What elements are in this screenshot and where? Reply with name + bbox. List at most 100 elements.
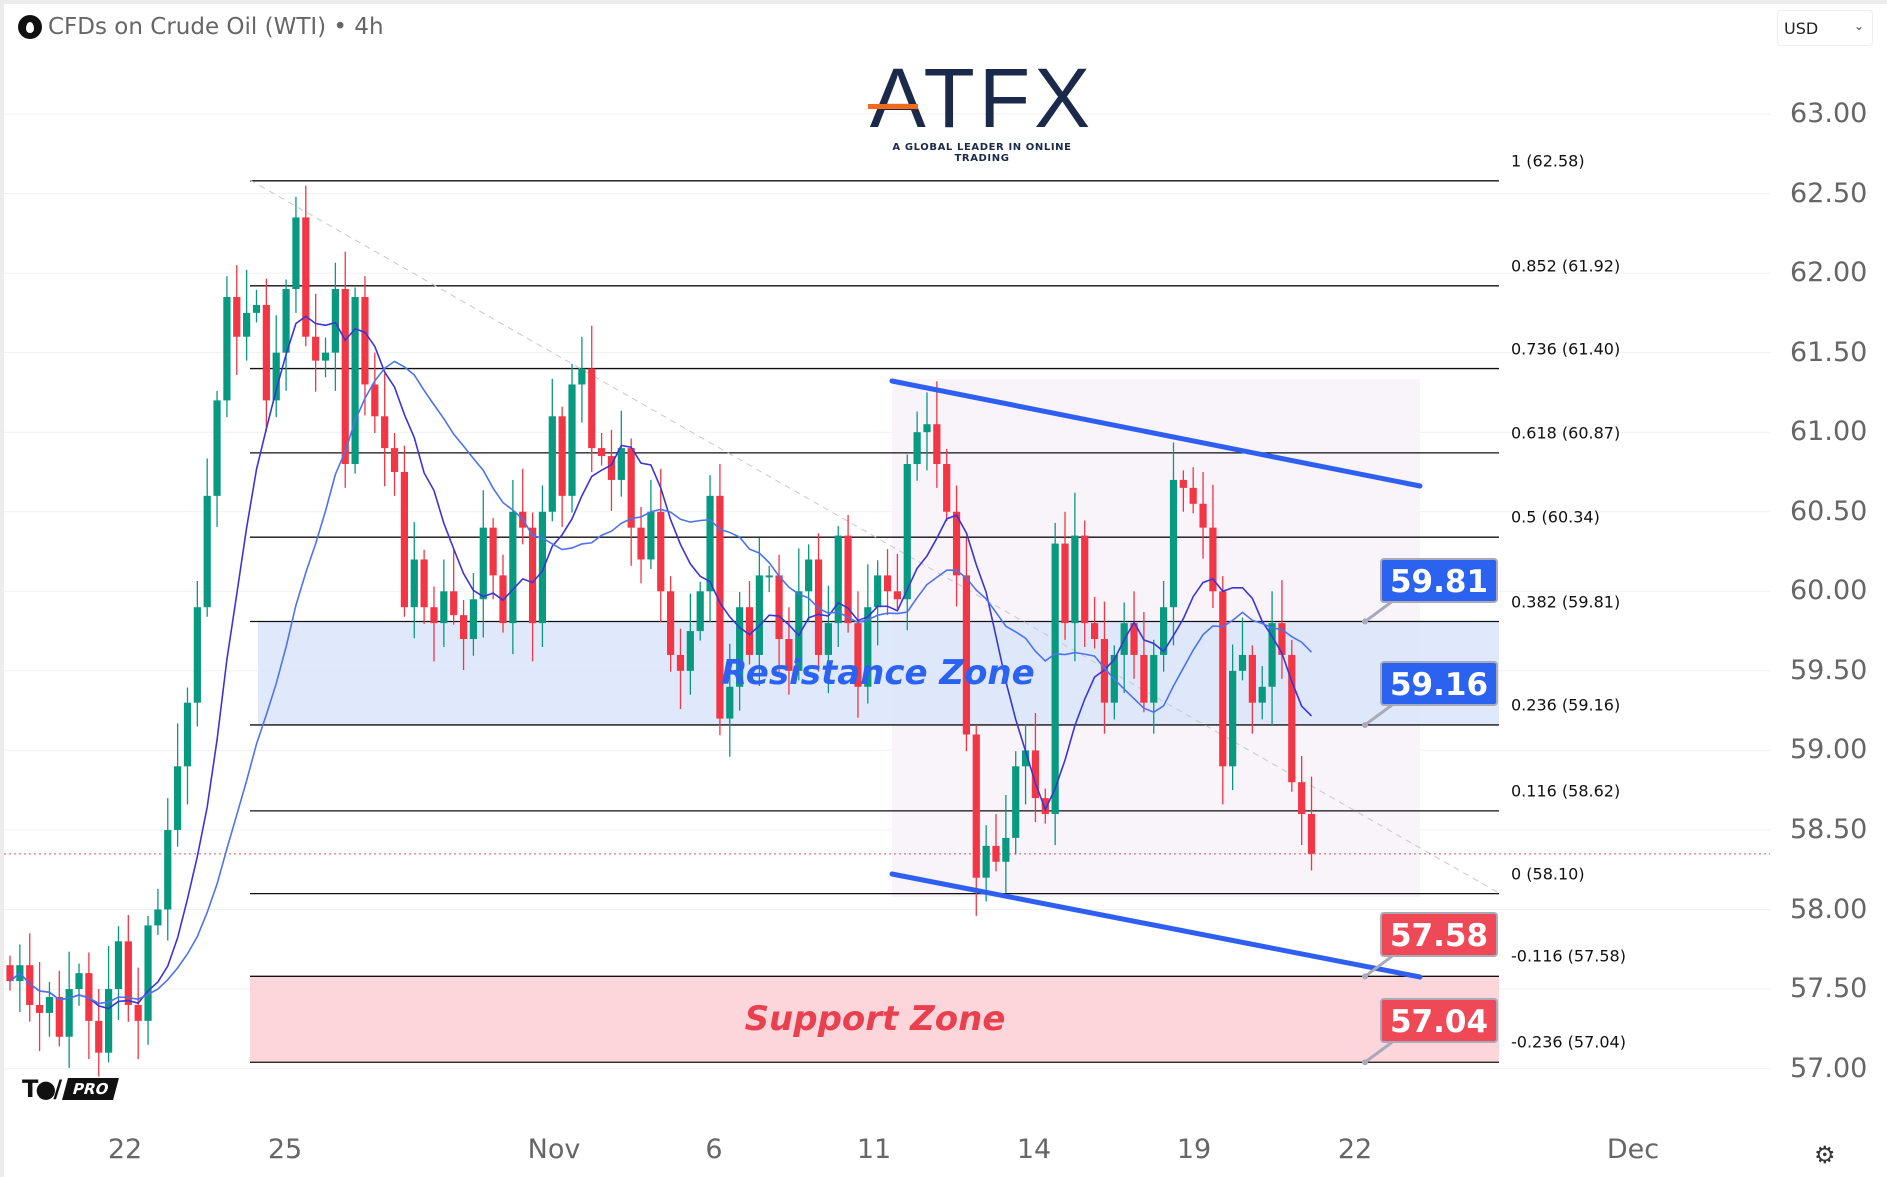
candle xyxy=(1298,755,1306,846)
candle-body xyxy=(272,352,280,401)
candle xyxy=(164,798,172,941)
candle xyxy=(1169,442,1178,646)
candle-body xyxy=(1061,543,1069,624)
candle xyxy=(607,429,616,511)
candle xyxy=(755,538,763,686)
candle-body xyxy=(1238,654,1247,671)
price-callout[interactable]: 59.81 xyxy=(1380,557,1498,603)
candle-body xyxy=(765,575,773,578)
logo-accent xyxy=(868,104,918,109)
moving-average-20 xyxy=(9,360,1313,1005)
candle xyxy=(154,888,162,935)
candle xyxy=(874,560,882,646)
price-callout[interactable]: 59.16 xyxy=(1380,660,1498,706)
candle xyxy=(864,564,872,704)
candle-body xyxy=(943,464,951,512)
candle-body xyxy=(1229,670,1237,767)
time-axis-label: Dec xyxy=(1606,1134,1660,1165)
candle-body xyxy=(558,416,566,496)
candle xyxy=(6,955,14,991)
price-callout[interactable]: 57.58 xyxy=(1380,912,1498,958)
candle-body xyxy=(1081,535,1089,624)
candle xyxy=(1002,794,1010,893)
candle-body xyxy=(65,989,73,1037)
price-callout[interactable]: 57.04 xyxy=(1380,998,1498,1044)
candle-body xyxy=(795,591,803,671)
candle-body xyxy=(716,495,724,719)
fib-label: 0.236 (59.16) xyxy=(1511,695,1621,715)
candle-body xyxy=(450,591,458,616)
candle xyxy=(410,522,418,639)
candle xyxy=(903,454,911,631)
candle-body xyxy=(440,591,448,624)
chart-title[interactable]: CFDs on Crude Oil (WTI) • 4h xyxy=(18,14,384,40)
candle xyxy=(203,458,211,617)
candle xyxy=(35,962,44,1052)
candle-body xyxy=(903,464,911,600)
candle-body xyxy=(913,432,921,465)
candle xyxy=(883,549,892,616)
candle-body xyxy=(686,631,694,671)
candle xyxy=(745,580,754,665)
candle-body xyxy=(174,766,182,830)
candle xyxy=(114,926,123,1021)
candle xyxy=(479,490,487,638)
settings-gear-icon[interactable]: ⚙ xyxy=(1814,1141,1836,1169)
candle-body xyxy=(114,941,123,990)
candle xyxy=(1209,484,1217,609)
candle-body xyxy=(144,925,152,1021)
candle-body xyxy=(962,575,971,735)
candle-body xyxy=(992,845,1000,862)
candle-body xyxy=(213,400,221,496)
candle xyxy=(1041,788,1049,824)
candle xyxy=(499,554,507,633)
currency-dropdown[interactable]: USD ⌄ xyxy=(1777,10,1873,46)
candle xyxy=(676,628,685,710)
candle-body xyxy=(262,304,270,401)
time-axis-label: 22 xyxy=(107,1134,143,1165)
candle-body xyxy=(124,941,132,1005)
candle xyxy=(400,445,408,617)
candle xyxy=(262,278,270,432)
candle-body xyxy=(95,1020,103,1053)
candle-body xyxy=(726,686,734,719)
candle xyxy=(667,576,675,672)
candle xyxy=(124,915,132,1022)
candle-body xyxy=(538,511,547,624)
candle xyxy=(509,479,517,655)
time-axis-label: 22 xyxy=(1337,1134,1373,1165)
candle xyxy=(795,548,803,681)
channel-upper-line xyxy=(889,378,1423,489)
time-axis-label: Nov xyxy=(527,1134,581,1165)
candle xyxy=(637,506,645,584)
price-axis-label: 60.50 xyxy=(1790,495,1868,527)
fib-label: 0.618 (60.87) xyxy=(1511,423,1621,443)
candle xyxy=(1081,520,1089,647)
candle-body xyxy=(203,495,211,608)
candle xyxy=(1288,639,1296,792)
candle-body xyxy=(134,1004,142,1021)
candle xyxy=(1071,492,1079,662)
candle xyxy=(223,276,231,418)
candle-body xyxy=(1071,535,1079,624)
candle-body xyxy=(893,591,901,600)
candle-body xyxy=(479,527,487,600)
candle xyxy=(558,406,566,527)
candle xyxy=(1199,471,1207,559)
tv-mark-icon: T●/ xyxy=(22,1075,62,1103)
candle xyxy=(854,591,862,718)
candle-body xyxy=(598,448,606,457)
candle xyxy=(952,485,961,607)
candle xyxy=(292,196,300,313)
pro-badge: PRO xyxy=(62,1078,120,1100)
logo-tagline: A GLOBAL LEADER IN ONLINE TRADING xyxy=(892,142,1072,164)
candle-body xyxy=(233,296,241,337)
candle xyxy=(1307,776,1316,871)
callout-anchor xyxy=(1362,721,1368,728)
candle-body xyxy=(1140,654,1148,703)
candle xyxy=(440,559,448,647)
price-axis-label: 62.00 xyxy=(1790,257,1868,289)
price-axis-label: 62.50 xyxy=(1790,177,1868,209)
candle xyxy=(1061,511,1069,640)
